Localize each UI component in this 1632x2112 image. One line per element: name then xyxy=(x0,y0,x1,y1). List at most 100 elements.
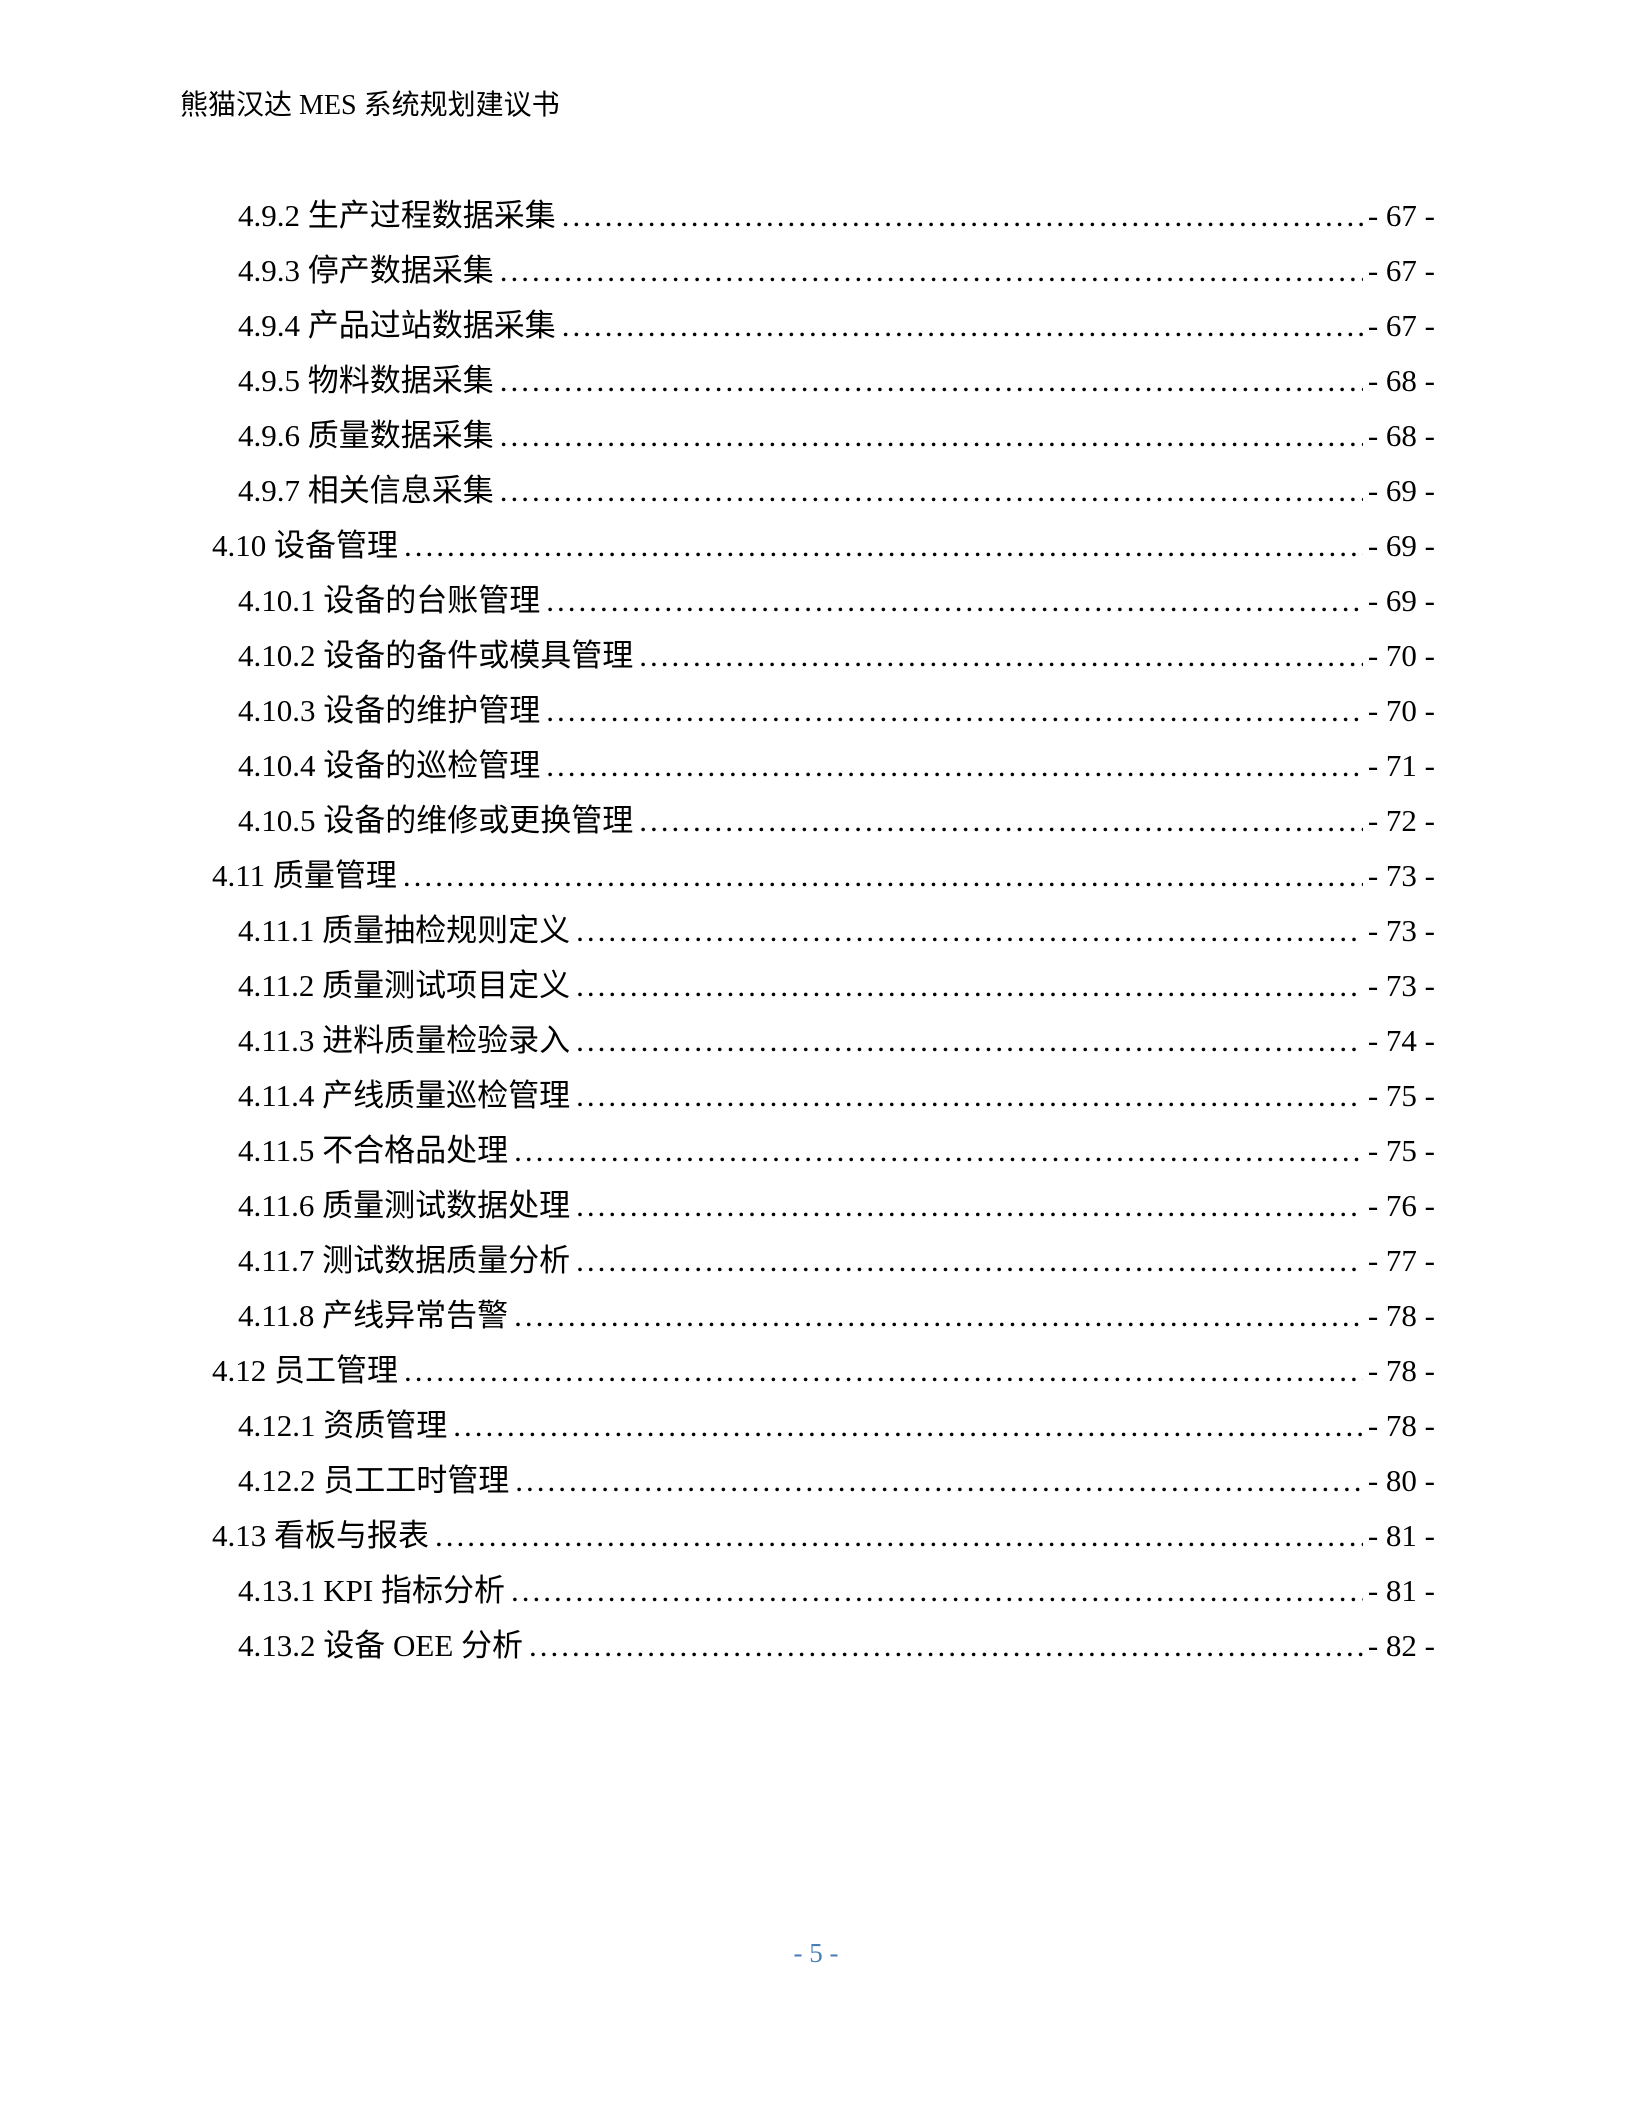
toc-entry-label: 4.11.2 质量测试项目定义 xyxy=(238,968,571,1003)
toc-entry-label: 4.11.7 测试数据质量分析 xyxy=(238,1243,571,1278)
toc-dot-leader: ........................................… xyxy=(514,1298,1363,1333)
toc-dot-leader: ........................................… xyxy=(546,693,1363,728)
toc-entry-page: - 75 - xyxy=(1367,1133,1435,1168)
toc-entry[interactable]: 4.9.2 生产过程数据采集..........................… xyxy=(190,188,1435,243)
toc-entry-label: 4.11.8 产线异常告警 xyxy=(238,1298,509,1333)
toc-entry[interactable]: 4.10.2 设备的备件或模具管理.......................… xyxy=(190,628,1435,683)
toc-entry[interactable]: 4.11.6 质量测试数据处理.........................… xyxy=(190,1178,1435,1233)
toc-entry-page: - 69 - xyxy=(1367,528,1435,563)
toc-entry-label: 4.10.5 设备的维修或更换管理 xyxy=(238,803,634,838)
toc-entry-label: 4.9.6 质量数据采集 xyxy=(238,418,494,453)
toc-entry-page: - 67 - xyxy=(1367,253,1435,288)
toc-entry[interactable]: 4.9.7 相关信息采集............................… xyxy=(190,463,1435,518)
toc-dot-leader: ........................................… xyxy=(453,1408,1363,1443)
toc-entry-label: 4.10.3 设备的维护管理 xyxy=(238,693,541,728)
toc-entry[interactable]: 4.10.1 设备的台账管理..........................… xyxy=(190,573,1435,628)
toc-dot-leader: ........................................… xyxy=(529,1628,1363,1663)
toc-entry-label: 4.10.2 设备的备件或模具管理 xyxy=(238,638,634,673)
toc-dot-leader: ........................................… xyxy=(546,748,1363,783)
toc-entry[interactable]: 4.11.3 进料质量检验录入.........................… xyxy=(190,1013,1435,1068)
toc-entry[interactable]: 4.11 质量管理...............................… xyxy=(190,848,1435,903)
toc-entry[interactable]: 4.9.4 产品过站数据采集..........................… xyxy=(190,298,1435,353)
toc-entry[interactable]: 4.12.2 员工工时管理...........................… xyxy=(190,1453,1435,1508)
toc-dot-leader: ........................................… xyxy=(546,583,1363,618)
toc-entry-page: - 69 - xyxy=(1367,583,1435,618)
toc-entry[interactable]: 4.11.4 产线质量巡检管理.........................… xyxy=(190,1068,1435,1123)
toc-entry-label: 4.10 设备管理 xyxy=(212,528,398,563)
toc-entry-page: - 78 - xyxy=(1367,1353,1435,1388)
footer-page-number: - 5 - xyxy=(793,1938,839,1968)
toc-entry-page: - 75 - xyxy=(1367,1078,1435,1113)
toc-entry-label: 4.11.1 质量抽检规则定义 xyxy=(238,913,571,948)
toc-entry-page: - 68 - xyxy=(1367,418,1435,453)
toc-entry-page: - 81 - xyxy=(1367,1573,1435,1608)
toc-entry-page: - 80 - xyxy=(1367,1463,1435,1498)
toc-dot-leader: ........................................… xyxy=(499,418,1363,453)
toc-dot-leader: ........................................… xyxy=(576,1023,1363,1058)
toc-dot-leader: ........................................… xyxy=(404,528,1363,563)
toc-entry-page: - 74 - xyxy=(1367,1023,1435,1058)
toc-entry-label: 4.12.1 资质管理 xyxy=(238,1408,448,1443)
toc-entry-page: - 70 - xyxy=(1367,693,1435,728)
toc-entry[interactable]: 4.11.1 质量抽检规则定义.........................… xyxy=(190,903,1435,958)
toc-dot-leader: ........................................… xyxy=(576,968,1363,1003)
toc-entry[interactable]: 4.9.6 质量数据采集............................… xyxy=(190,408,1435,463)
toc-entry-page: - 73 - xyxy=(1367,858,1435,893)
toc-entry[interactable]: 4.9.5 物料数据采集............................… xyxy=(190,353,1435,408)
toc-entry[interactable]: 4.11.5 不合格品处理...........................… xyxy=(190,1123,1435,1178)
toc-entry-page: - 71 - xyxy=(1367,748,1435,783)
table-of-contents: 4.9.2 生产过程数据采集..........................… xyxy=(190,188,1435,1673)
toc-entry-page: - 76 - xyxy=(1367,1188,1435,1223)
toc-entry-label: 4.10.4 设备的巡检管理 xyxy=(238,748,541,783)
toc-entry-label: 4.10.1 设备的台账管理 xyxy=(238,583,541,618)
toc-entry-page: - 68 - xyxy=(1367,363,1435,398)
toc-entry-label: 4.9.3 停产数据采集 xyxy=(238,253,494,288)
toc-entry-label: 4.9.2 生产过程数据采集 xyxy=(238,198,556,233)
toc-entry[interactable]: 4.13.1 KPI 指标分析.........................… xyxy=(190,1563,1435,1618)
toc-entry[interactable]: 4.11.8 产线异常告警...........................… xyxy=(190,1288,1435,1343)
toc-entry[interactable]: 4.10 设备管理...............................… xyxy=(190,518,1435,573)
toc-entry-page: - 67 - xyxy=(1367,308,1435,343)
page-header: 熊猫汉达 MES 系统规划建议书 xyxy=(180,86,560,126)
toc-dot-leader: ........................................… xyxy=(561,308,1363,343)
toc-entry-label: 4.13.2 设备 OEE 分析 xyxy=(238,1628,524,1663)
toc-entry-page: - 67 - xyxy=(1367,198,1435,233)
toc-dot-leader: ........................................… xyxy=(561,198,1363,233)
toc-dot-leader: ........................................… xyxy=(435,1518,1363,1553)
header-title: 熊猫汉达 MES 系统规划建议书 xyxy=(180,90,560,121)
toc-entry[interactable]: 4.10.3 设备的维护管理..........................… xyxy=(190,683,1435,738)
toc-entry[interactable]: 4.10.4 设备的巡检管理..........................… xyxy=(190,738,1435,793)
toc-entry-label: 4.11.3 进料质量检验录入 xyxy=(238,1023,571,1058)
toc-entry-page: - 78 - xyxy=(1367,1298,1435,1333)
toc-dot-leader: ........................................… xyxy=(576,1078,1363,1113)
toc-entry[interactable]: 4.12.1 资质管理.............................… xyxy=(190,1398,1435,1453)
toc-entry[interactable]: 4.11.2 质量测试项目定义.........................… xyxy=(190,958,1435,1013)
toc-entry-label: 4.9.5 物料数据采集 xyxy=(238,363,494,398)
toc-dot-leader: ........................................… xyxy=(514,1133,1363,1168)
toc-entry-label: 4.12 员工管理 xyxy=(212,1353,398,1388)
toc-dot-leader: ........................................… xyxy=(576,1188,1363,1223)
toc-dot-leader: ........................................… xyxy=(499,363,1363,398)
toc-entry-page: - 73 - xyxy=(1367,968,1435,1003)
toc-entry-label: 4.11.6 质量测试数据处理 xyxy=(238,1188,571,1223)
toc-dot-leader: ........................................… xyxy=(515,1463,1363,1498)
page-footer: - 5 - xyxy=(0,1938,1632,1969)
toc-entry-page: - 72 - xyxy=(1367,803,1435,838)
toc-entry-page: - 82 - xyxy=(1367,1628,1435,1663)
toc-dot-leader: ........................................… xyxy=(639,803,1363,838)
toc-entry[interactable]: 4.10.5 设备的维修或更换管理.......................… xyxy=(190,793,1435,848)
toc-entry[interactable]: 4.9.3 停产数据采集............................… xyxy=(190,243,1435,298)
toc-entry[interactable]: 4.13.2 设备 OEE 分析........................… xyxy=(190,1618,1435,1673)
toc-dot-leader: ........................................… xyxy=(499,473,1363,508)
toc-entry[interactable]: 4.13 看板与报表..............................… xyxy=(190,1508,1435,1563)
toc-entry-page: - 70 - xyxy=(1367,638,1435,673)
toc-entry-page: - 81 - xyxy=(1367,1518,1435,1553)
toc-entry-label: 4.11.4 产线质量巡检管理 xyxy=(238,1078,571,1113)
toc-dot-leader: ........................................… xyxy=(499,253,1363,288)
toc-entry[interactable]: 4.11.7 测试数据质量分析.........................… xyxy=(190,1233,1435,1288)
toc-dot-leader: ........................................… xyxy=(402,858,1363,893)
toc-entry[interactable]: 4.12 员工管理...............................… xyxy=(190,1343,1435,1398)
toc-dot-leader: ........................................… xyxy=(576,1243,1363,1278)
toc-entry-label: 4.12.2 员工工时管理 xyxy=(238,1463,510,1498)
